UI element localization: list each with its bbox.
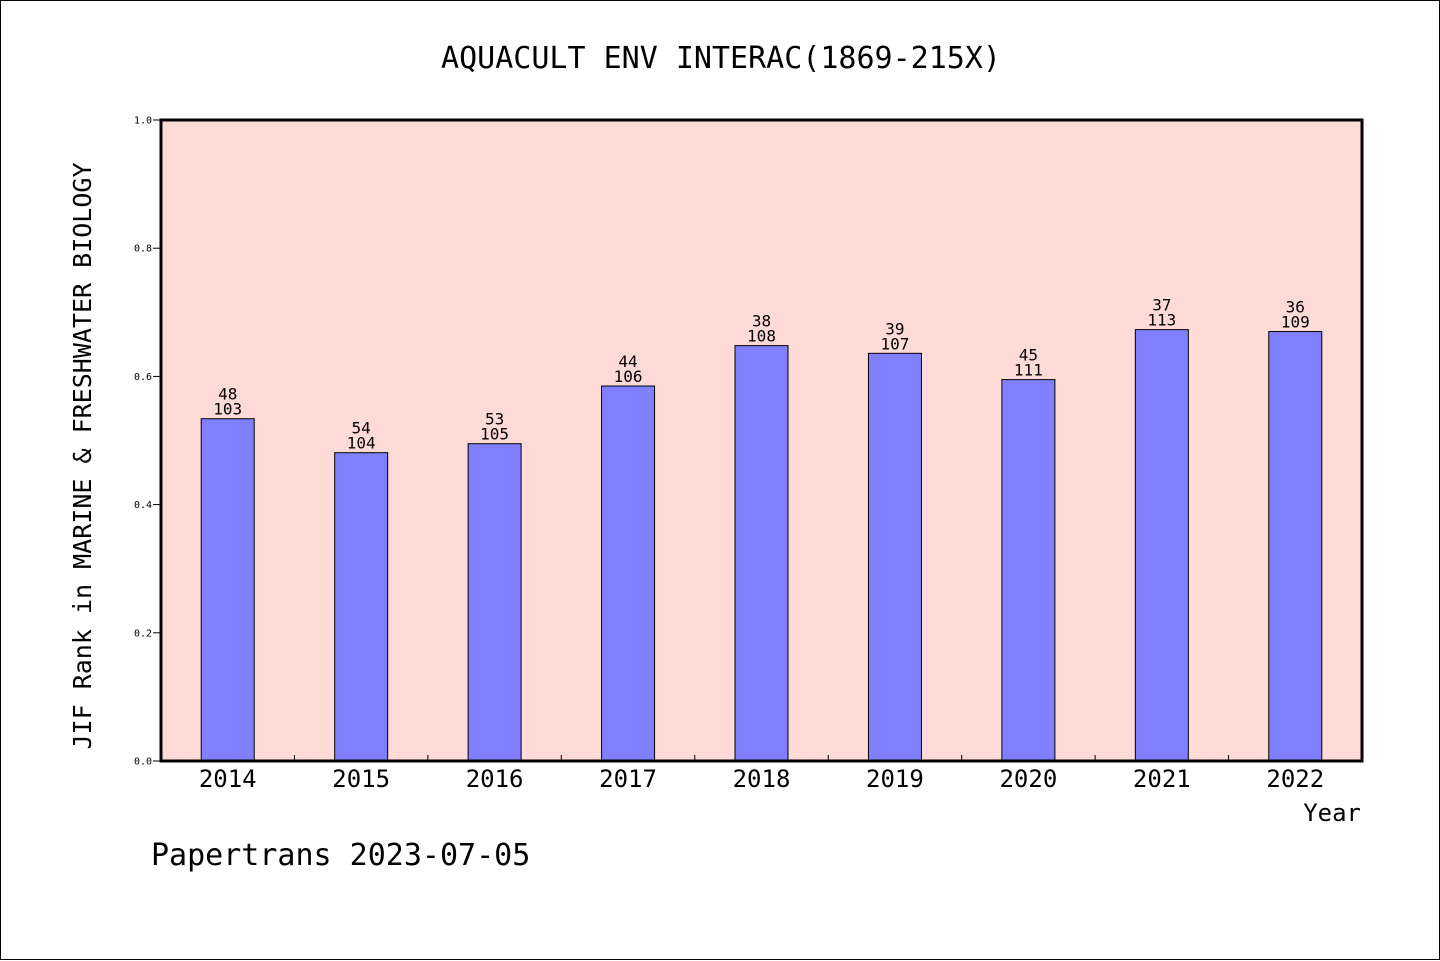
bar-rank-label-2015: 54 <box>352 419 371 438</box>
x-axis-label: Year <box>1303 799 1361 827</box>
bar-2014 <box>200 418 255 762</box>
x-axis: 2014 2015 2016 2017 2018 2019 2020 2021 2022 <box>199 755 1324 793</box>
bar-total-label-2022: 109 <box>1281 313 1310 332</box>
bar-2018 <box>734 345 789 762</box>
bar-rank-label-2019: 39 <box>885 319 904 338</box>
bar-2021 <box>1134 329 1189 762</box>
x-tick-label-2019: 2019 <box>866 765 924 793</box>
bar-total-label-2021: 113 <box>1147 311 1176 330</box>
bar-rank-label-2021: 37 <box>1152 296 1171 315</box>
bar-rank-label-2020: 45 <box>1019 346 1038 365</box>
bar-2019 <box>867 352 922 762</box>
bar-rank-label-2014: 48 <box>218 385 237 404</box>
bar-total-label-2016: 105 <box>480 425 509 444</box>
x-tick-label-2016: 2016 <box>466 765 524 793</box>
plot-border <box>159 118 1364 763</box>
x-tick-label-2014: 2014 <box>199 765 257 793</box>
y-axis-label: JIF Rank in MARINE & FRESHWATER BIOLOGY <box>68 163 97 750</box>
y-tick-label-4: 0.8 <box>134 244 152 255</box>
bar-2022 <box>1268 331 1323 762</box>
x-tick-label-2018: 2018 <box>733 765 791 793</box>
bar-rank-label-2018: 38 <box>752 312 771 331</box>
bar-total-label-2014: 103 <box>213 400 242 419</box>
bar-total-label-2018: 108 <box>747 327 776 346</box>
x-tick-label-2021: 2021 <box>1133 765 1191 793</box>
x-tick-label-2022: 2022 <box>1266 765 1324 793</box>
bar-total-label-2019: 107 <box>880 334 909 353</box>
bar-total-label-2017: 106 <box>614 367 643 386</box>
chart-title: AQUACULT ENV INTERAC(1869-215X) <box>441 41 1001 76</box>
bar-2016 <box>467 443 522 762</box>
bar-rank-label-2016: 53 <box>485 410 504 429</box>
y-tick-label-5: 1.0 <box>134 116 152 127</box>
y-tick-label-1: 0.2 <box>134 628 152 639</box>
bar-2015 <box>334 452 389 762</box>
bar-rank-label-2022: 36 <box>1286 298 1305 317</box>
x-tick-label-2015: 2015 <box>332 765 390 793</box>
y-tick-label-2: 0.4 <box>134 500 152 511</box>
y-axis: 0.0 0.2 0.4 0.6 0.8 1.0 <box>134 116 161 768</box>
bar-total-label-2020: 111 <box>1014 361 1043 380</box>
bar-2020 <box>1001 379 1056 762</box>
x-tick-label-2020: 2020 <box>999 765 1057 793</box>
bar-rank-label-2017: 44 <box>618 352 637 371</box>
x-tick-label-2017: 2017 <box>599 765 657 793</box>
y-tick-label-3: 0.6 <box>134 372 152 383</box>
footer-credit: Papertrans 2023-07-05 <box>151 838 530 873</box>
y-tick-label-0: 0.0 <box>134 757 152 768</box>
bar-total-label-2015: 104 <box>347 434 376 453</box>
bar-2017 <box>601 385 656 762</box>
